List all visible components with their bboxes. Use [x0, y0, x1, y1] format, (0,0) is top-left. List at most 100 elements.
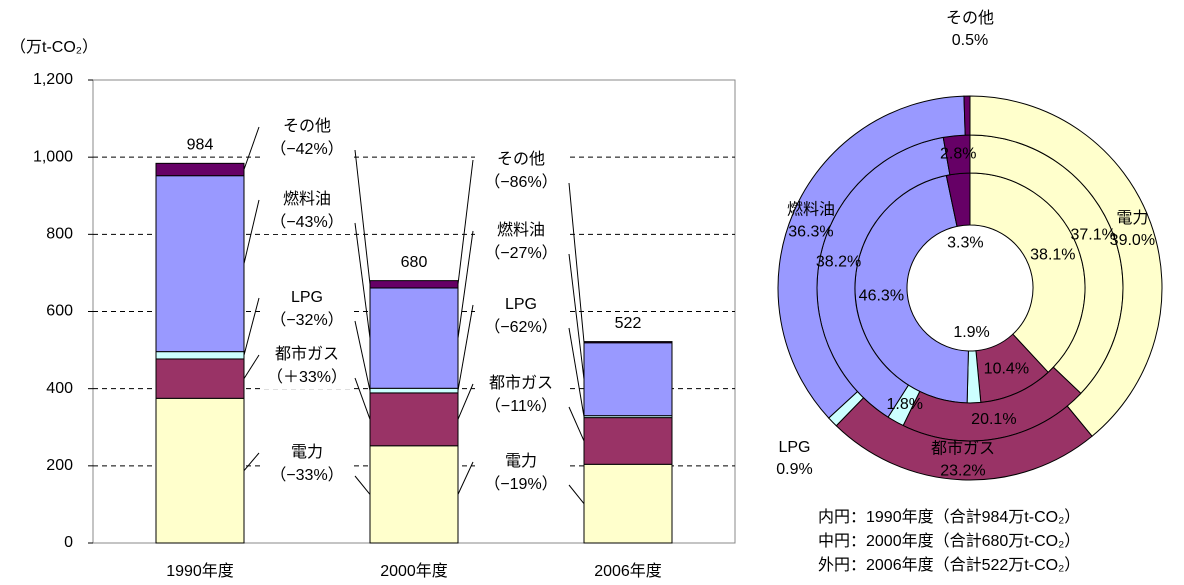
annotation-bg	[475, 295, 567, 339]
value-label: 3.3%	[947, 234, 983, 251]
annotation-change: （−33%）	[270, 466, 343, 484]
annotation-bg	[475, 374, 567, 418]
annotation-name: 都市ガス	[275, 345, 339, 363]
leader-line	[457, 383, 474, 420]
value-label: 10.4%	[984, 360, 1029, 377]
annotation-name: その他	[283, 117, 331, 135]
category-label: その他	[946, 9, 994, 27]
y-tick-label: 1,000	[33, 148, 73, 165]
y-tick-label: 600	[46, 303, 73, 320]
leader-line	[568, 406, 585, 442]
leader-line	[457, 230, 474, 339]
annotation-name: 電力	[291, 443, 323, 461]
annotation-bg	[475, 221, 567, 265]
annotation-name: LPG	[291, 289, 323, 306]
leader-line	[354, 475, 371, 495]
annotation-bg	[475, 150, 567, 194]
value-label: 36.3%	[788, 223, 833, 240]
value-label: 46.3%	[859, 287, 904, 304]
donut-slice	[963, 95, 971, 136]
value-label: 20.1%	[971, 411, 1016, 428]
value-label: 1.9%	[953, 324, 989, 341]
annotation-change: （−27%）	[484, 244, 557, 262]
annotation-name: 電力	[505, 452, 537, 470]
total-label: 984	[187, 137, 214, 154]
category-label: 電力	[1116, 209, 1148, 227]
leader-line	[354, 222, 371, 339]
total-label: 522	[615, 315, 642, 332]
bar-segment	[155, 162, 245, 177]
value-label: 0.5%	[952, 32, 988, 49]
annotation-name: その他	[497, 150, 545, 168]
bar-segment	[583, 341, 673, 344]
leader-line	[568, 484, 585, 504]
x-tick-label: 2006年度	[594, 562, 662, 580]
annotation-name: 燃料油	[497, 221, 545, 239]
annotation-bg	[261, 345, 353, 389]
bar-segment	[155, 175, 245, 353]
bar-segment	[583, 417, 673, 465]
leader-line	[243, 452, 260, 471]
y-tick-label: 1,200	[33, 71, 73, 88]
category-label: 燃料油	[787, 200, 835, 218]
annotation-change: （−86%）	[484, 173, 557, 191]
total-label: 680	[401, 254, 428, 271]
leader-line	[457, 159, 474, 285]
value-label: 23.2%	[940, 463, 985, 480]
leader-line	[354, 377, 371, 420]
annotation-bg	[261, 117, 353, 161]
leader-line	[243, 297, 260, 356]
leader-line	[457, 304, 474, 391]
x-tick-label: 1990年度	[166, 562, 234, 580]
leader-line	[568, 327, 585, 417]
bar-segment	[369, 445, 459, 544]
bar-segment	[369, 392, 459, 447]
annotation-change: （−32%）	[270, 311, 343, 329]
annotation-name: 燃料油	[283, 190, 331, 208]
ring-legend: 中円：2000年度（合計680万t-CO₂）	[818, 532, 1080, 550]
value-label: 39.0%	[1110, 232, 1155, 249]
bar-segment	[155, 351, 245, 360]
annotation-change: （−42%）	[270, 140, 343, 158]
annotation-bg	[261, 190, 353, 234]
bar-segment	[583, 342, 673, 417]
annotation-change: （＋33%）	[267, 368, 347, 386]
bar-segment	[155, 397, 245, 544]
leader-line	[243, 354, 260, 379]
annotation-change: （−43%）	[270, 213, 343, 231]
category-label: 都市ガス	[931, 440, 995, 458]
leader-line	[354, 320, 371, 391]
annotation-bg	[261, 443, 353, 487]
category-label: LPG	[778, 439, 810, 456]
leader-line	[568, 253, 585, 380]
bar-segment	[369, 280, 459, 289]
leader-line	[568, 182, 585, 343]
leader-line	[457, 461, 474, 495]
y-tick-label: 0	[64, 534, 73, 551]
value-label: 2.8%	[940, 146, 976, 163]
bar-segment	[583, 463, 673, 544]
y-axis-label: （万t-CO₂）	[10, 38, 98, 56]
annotation-bg	[475, 452, 567, 496]
value-label: 37.1%	[1070, 226, 1115, 243]
annotation-bg	[261, 288, 353, 332]
bar-segment	[369, 287, 459, 389]
value-label: 38.2%	[816, 253, 861, 270]
annotation-change: （−19%）	[484, 475, 557, 493]
annotation-name: 都市ガス	[489, 374, 553, 392]
y-tick-label: 200	[46, 457, 73, 474]
leader-line	[243, 126, 260, 170]
ring-legend: 外円：2006年度（合計522万t-CO₂）	[818, 556, 1080, 574]
annotation-change: （−62%）	[484, 318, 557, 336]
value-label: 1.8%	[886, 396, 922, 413]
bar-segment	[369, 387, 459, 394]
bar-segment	[155, 358, 245, 399]
value-label: 38.1%	[1030, 247, 1075, 264]
y-tick-label: 800	[46, 226, 73, 243]
leader-line	[354, 149, 371, 285]
value-label: 0.9%	[776, 461, 812, 478]
y-tick-label: 400	[46, 380, 73, 397]
x-tick-label: 2000年度	[380, 562, 448, 580]
ring-legend: 内円：1990年度（合計984万t-CO₂）	[818, 508, 1080, 526]
